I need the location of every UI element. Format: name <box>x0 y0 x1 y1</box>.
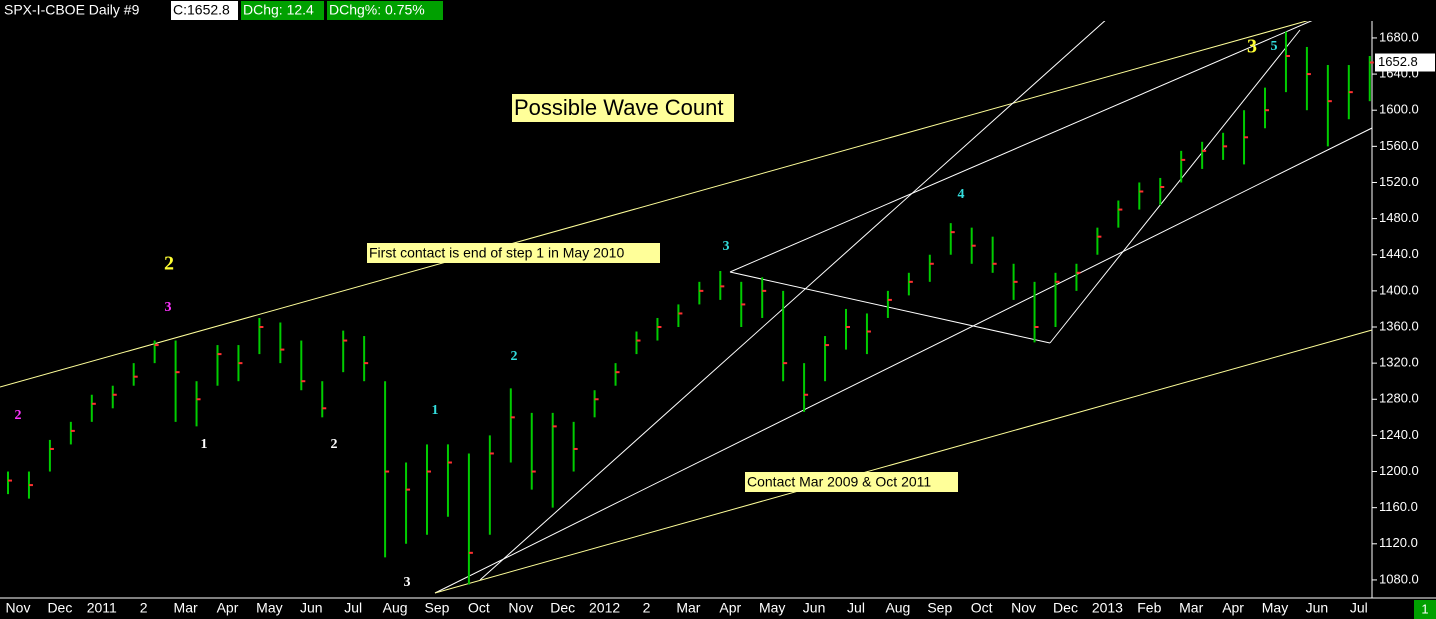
x-tick-label: 2 <box>140 600 148 616</box>
y-tick-label: 1240.0 <box>1379 427 1419 442</box>
note-box <box>367 243 660 263</box>
wave-label: 2 <box>331 437 338 452</box>
panel-number: 1 <box>1421 601 1428 616</box>
trend-line <box>434 329 1373 594</box>
trend-line <box>729 271 1051 344</box>
info-change: DChg: 12.4 <box>243 2 314 18</box>
x-tick-label: Dec <box>1053 600 1078 616</box>
info-box <box>327 1 443 20</box>
y-tick-label: 1280.0 <box>1379 391 1419 406</box>
x-tick-label: Aug <box>383 600 408 616</box>
trend-line <box>434 127 1373 594</box>
x-tick-label: Nov <box>508 600 533 616</box>
x-tick-label: Jun <box>1306 600 1329 616</box>
trend-lines <box>0 17 1373 594</box>
x-tick-label: Aug <box>885 600 910 616</box>
x-tick-label: Mar <box>174 600 198 616</box>
y-tick-label: 1600.0 <box>1379 102 1419 117</box>
wave-label: 3 <box>723 239 730 254</box>
trend-line <box>729 17 1319 273</box>
x-tick-label: Mar <box>1179 600 1203 616</box>
last-price-box <box>1375 53 1435 72</box>
x-tick-label: Jun <box>300 600 323 616</box>
y-tick-label: 1200.0 <box>1379 463 1419 478</box>
y-tick-label: 1080.0 <box>1379 571 1419 586</box>
x-tick-label: May <box>1262 600 1288 616</box>
wave-label: 2 <box>164 253 174 275</box>
wave-label: 2 <box>511 349 518 364</box>
trend-line <box>1049 29 1301 344</box>
wave-label: 5 <box>1271 39 1278 54</box>
x-tick-label: Jul <box>1350 600 1368 616</box>
trend-line <box>0 19 1311 388</box>
info-close: C:1652.8 <box>173 2 230 18</box>
y-tick-label: 1520.0 <box>1379 174 1419 189</box>
x-tick-label: Nov <box>6 600 31 616</box>
note-text: Possible Wave Count <box>514 95 724 120</box>
x-tick-label: 2 <box>643 600 651 616</box>
x-tick-label: Mar <box>676 600 700 616</box>
x-tick-label: Jul <box>847 600 865 616</box>
note-box <box>512 94 734 122</box>
x-tick-label: Feb <box>1137 600 1161 616</box>
x-tick-label: Dec <box>47 600 72 616</box>
y-tick-label: 1320.0 <box>1379 355 1419 370</box>
x-tick-label: Sep <box>927 600 952 616</box>
x-tick-label: Oct <box>468 600 490 616</box>
info-box <box>241 1 324 20</box>
wave-label: 3 <box>1247 36 1257 58</box>
note-box <box>745 472 958 492</box>
wave-label: 2 <box>15 408 22 423</box>
x-tick-label: 2012 <box>589 600 620 616</box>
y-tick-label: 1560.0 <box>1379 138 1419 153</box>
y-tick-label: 1440.0 <box>1379 246 1419 261</box>
y-tick-label: 1120.0 <box>1379 535 1418 550</box>
panel-badge <box>1414 600 1436 619</box>
wave-label: 3 <box>404 575 411 590</box>
wave-label: 3 <box>165 300 172 315</box>
x-tick-label: Oct <box>971 600 993 616</box>
y-tick-label: 1680.0 <box>1379 29 1419 44</box>
x-tick-label: Jun <box>803 600 826 616</box>
x-tick-label: May <box>256 600 282 616</box>
y-tick-label: 1480.0 <box>1379 210 1419 225</box>
x-tick-label: Apr <box>719 600 741 616</box>
symbol-title: SPX-I-CBOE Daily #9 <box>4 2 140 18</box>
y-tick-label: 1400.0 <box>1379 282 1419 297</box>
last-price-label: 1652.8 <box>1378 54 1418 69</box>
wave-label: 4 <box>958 187 965 202</box>
x-tick-label: 2013 <box>1092 600 1123 616</box>
note-text: Contact Mar 2009 & Oct 2011 <box>747 474 931 490</box>
info-box <box>171 1 238 20</box>
wave-label: 1 <box>201 437 208 452</box>
trend-line <box>479 17 1109 581</box>
x-tick-label: Dec <box>550 600 575 616</box>
wave-label: 1 <box>432 403 439 418</box>
x-tick-label: Jul <box>344 600 362 616</box>
x-tick-label: Sep <box>425 600 450 616</box>
y-tick-label: 1360.0 <box>1379 318 1419 333</box>
info-change-pct: DChg%: 0.75% <box>329 2 425 18</box>
x-tick-label: May <box>759 600 785 616</box>
note-text: First contact is end of step 1 in May 20… <box>369 245 624 261</box>
x-tick-label: 2011 <box>87 600 117 616</box>
x-tick-label: Apr <box>217 600 239 616</box>
x-tick-label: Nov <box>1011 600 1036 616</box>
x-tick-label: Apr <box>1222 600 1244 616</box>
y-tick-label: 1160.0 <box>1379 499 1418 514</box>
